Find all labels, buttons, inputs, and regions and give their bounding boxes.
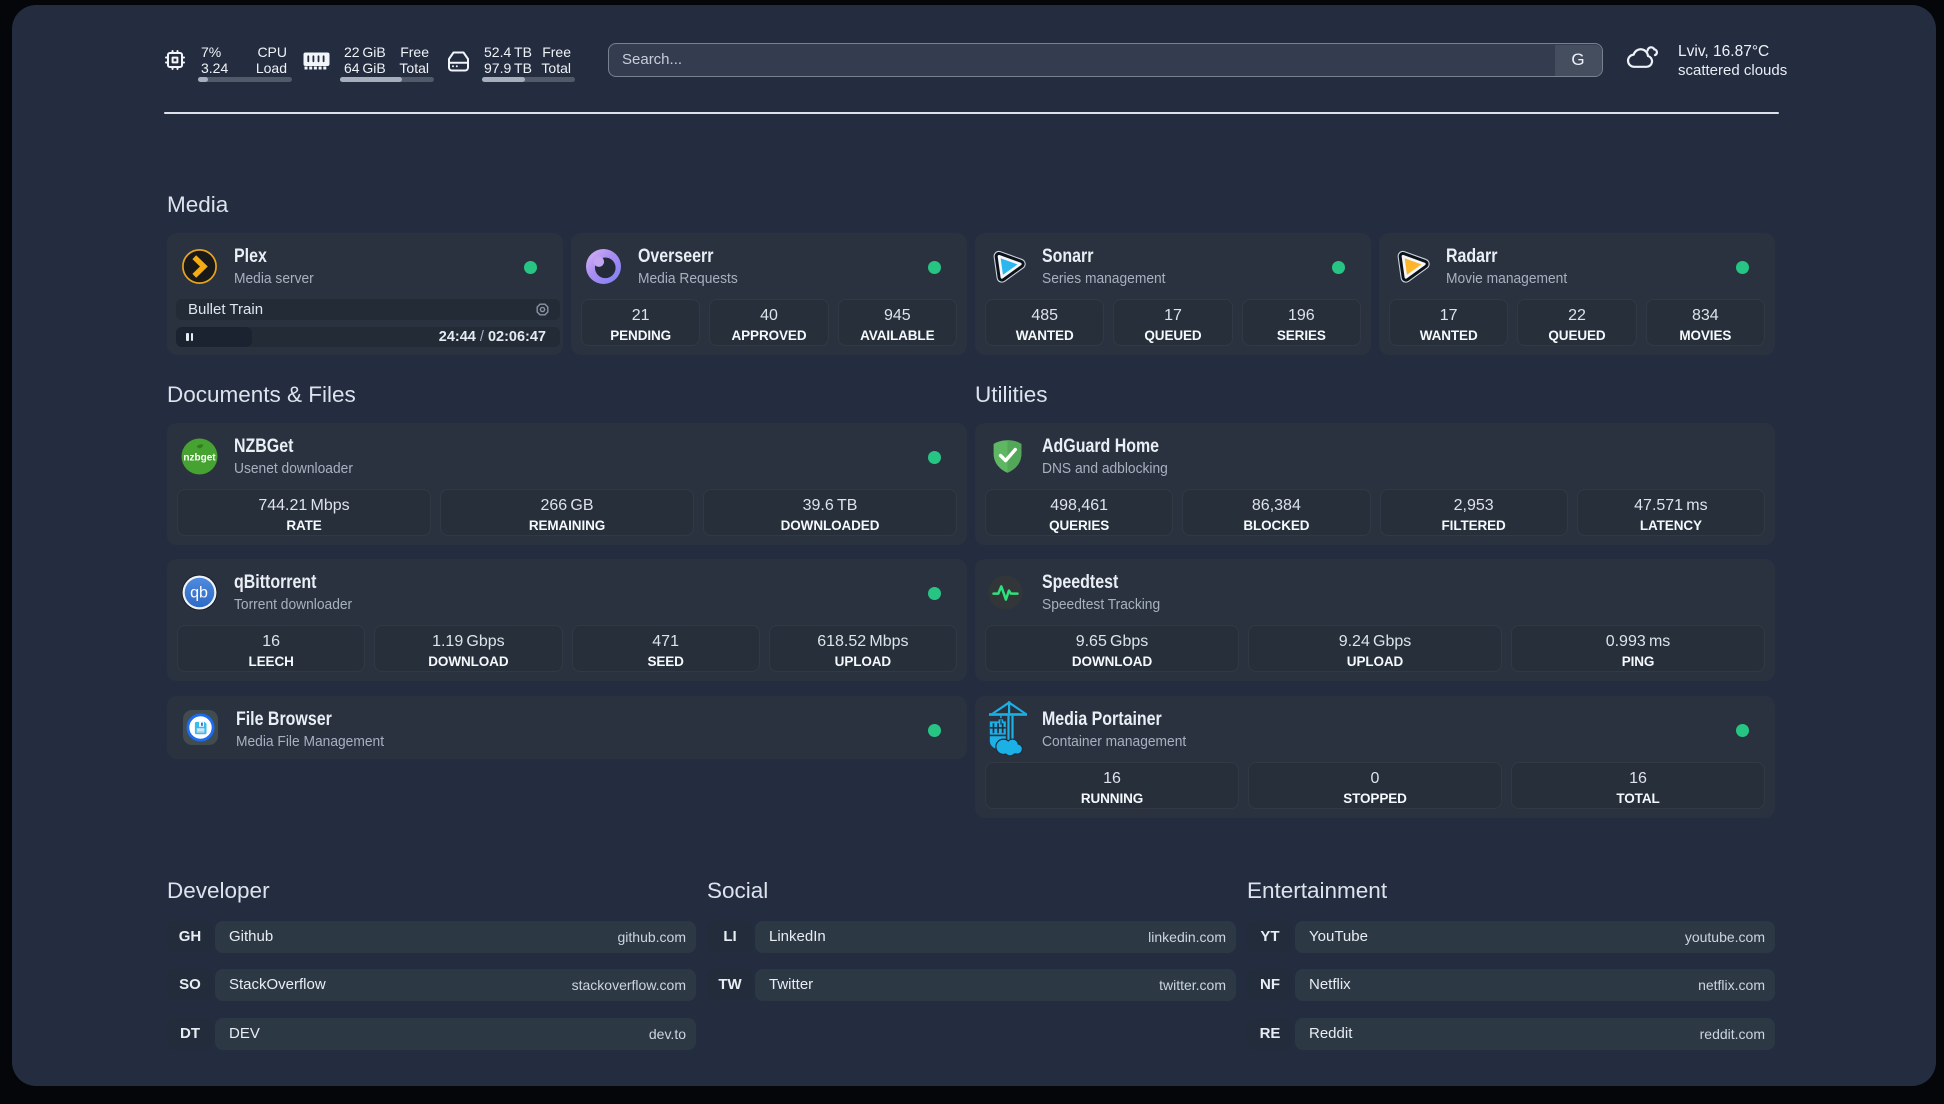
svg-text:qb: qb xyxy=(190,585,208,602)
svg-text:nzbget: nzbget xyxy=(183,453,216,464)
